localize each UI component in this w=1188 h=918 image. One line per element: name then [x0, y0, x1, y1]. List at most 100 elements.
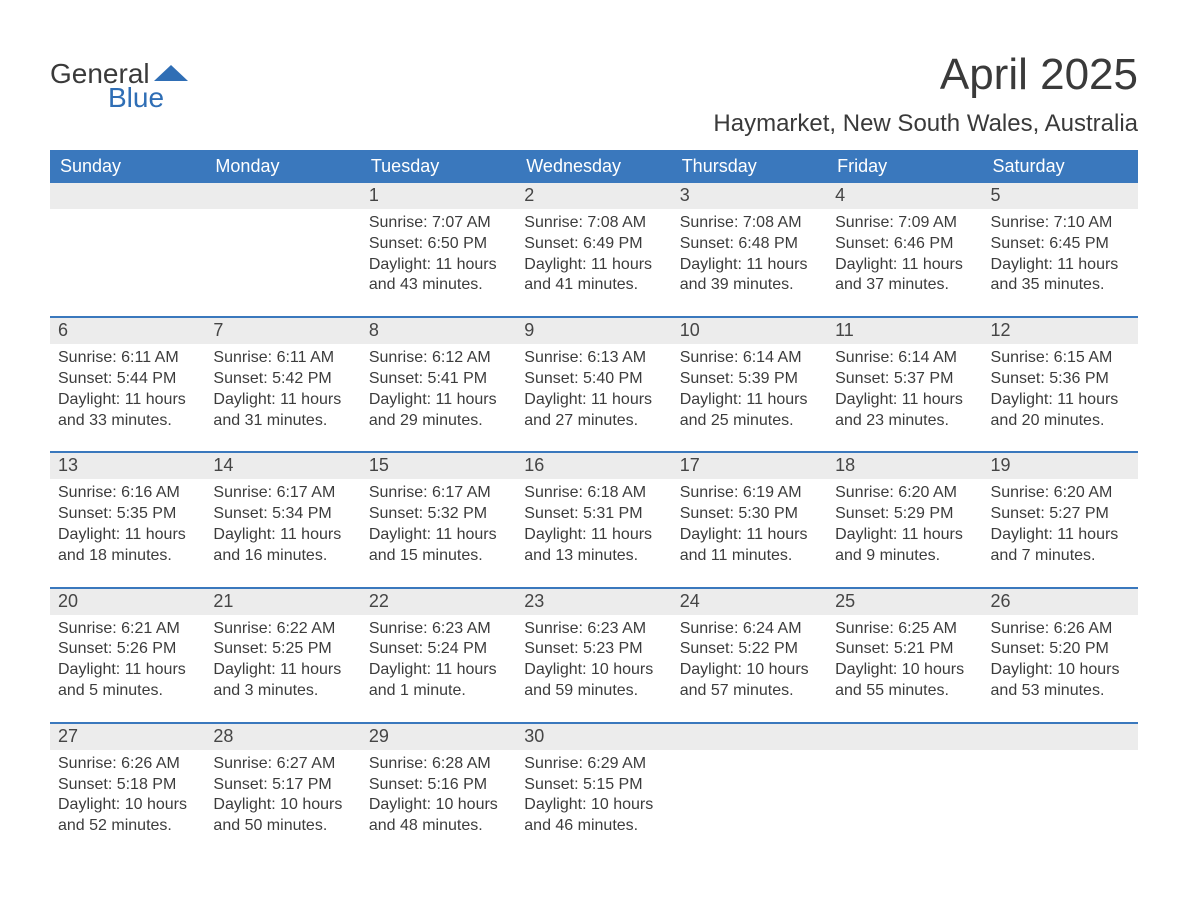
day-body: Sunrise: 7:10 AMSunset: 6:45 PMDaylight:… — [983, 209, 1138, 316]
sunset-text: Sunset: 5:37 PM — [835, 369, 974, 390]
daylight-text: Daylight: 10 hours and 53 minutes. — [991, 660, 1130, 702]
day-header: Wednesday — [516, 150, 671, 183]
sunrise-text: Sunrise: 6:24 AM — [680, 619, 819, 640]
day-cell: 30Sunrise: 6:29 AMSunset: 5:15 PMDayligh… — [516, 724, 671, 857]
day-cell — [672, 724, 827, 857]
day-cell: 22Sunrise: 6:23 AMSunset: 5:24 PMDayligh… — [361, 589, 516, 722]
daylight-text: Daylight: 11 hours and 18 minutes. — [58, 525, 197, 567]
daylight-text: Daylight: 11 hours and 7 minutes. — [991, 525, 1130, 567]
day-header-row: SundayMondayTuesdayWednesdayThursdayFrid… — [50, 150, 1138, 183]
sunset-text: Sunset: 5:41 PM — [369, 369, 508, 390]
daylight-text: Daylight: 10 hours and 55 minutes. — [835, 660, 974, 702]
day-number: 29 — [361, 724, 516, 750]
calendar: SundayMondayTuesdayWednesdayThursdayFrid… — [50, 150, 1138, 857]
sunset-text: Sunset: 5:25 PM — [213, 639, 352, 660]
daylight-text: Daylight: 11 hours and 15 minutes. — [369, 525, 508, 567]
day-number: 18 — [827, 453, 982, 479]
logo: General Blue — [50, 58, 188, 114]
day-cell — [827, 724, 982, 857]
day-cell: 25Sunrise: 6:25 AMSunset: 5:21 PMDayligh… — [827, 589, 982, 722]
day-body: Sunrise: 6:22 AMSunset: 5:25 PMDaylight:… — [205, 615, 360, 722]
day-number — [827, 724, 982, 750]
day-cell: 11Sunrise: 6:14 AMSunset: 5:37 PMDayligh… — [827, 318, 982, 451]
day-body: Sunrise: 6:27 AMSunset: 5:17 PMDaylight:… — [205, 750, 360, 857]
daylight-text: Daylight: 11 hours and 3 minutes. — [213, 660, 352, 702]
sunrise-text: Sunrise: 6:20 AM — [991, 483, 1130, 504]
title-block: April 2025 Haymarket, New South Wales, A… — [713, 50, 1138, 138]
day-body: Sunrise: 6:28 AMSunset: 5:16 PMDaylight:… — [361, 750, 516, 857]
daylight-text: Daylight: 11 hours and 29 minutes. — [369, 390, 508, 432]
day-number: 1 — [361, 183, 516, 209]
sunset-text: Sunset: 5:32 PM — [369, 504, 508, 525]
daylight-text: Daylight: 11 hours and 39 minutes. — [680, 255, 819, 297]
day-number: 6 — [50, 318, 205, 344]
day-cell: 29Sunrise: 6:28 AMSunset: 5:16 PMDayligh… — [361, 724, 516, 857]
day-body: Sunrise: 7:08 AMSunset: 6:48 PMDaylight:… — [672, 209, 827, 316]
day-header: Thursday — [672, 150, 827, 183]
day-cell: 28Sunrise: 6:27 AMSunset: 5:17 PMDayligh… — [205, 724, 360, 857]
day-cell: 5Sunrise: 7:10 AMSunset: 6:45 PMDaylight… — [983, 183, 1138, 316]
sunrise-text: Sunrise: 6:17 AM — [213, 483, 352, 504]
sunrise-text: Sunrise: 6:18 AM — [524, 483, 663, 504]
day-number: 8 — [361, 318, 516, 344]
daylight-text: Daylight: 10 hours and 46 minutes. — [524, 795, 663, 837]
logo-text-blue: Blue — [108, 82, 188, 114]
daylight-text: Daylight: 10 hours and 48 minutes. — [369, 795, 508, 837]
sunrise-text: Sunrise: 6:25 AM — [835, 619, 974, 640]
day-number: 26 — [983, 589, 1138, 615]
sunset-text: Sunset: 5:22 PM — [680, 639, 819, 660]
daylight-text: Daylight: 11 hours and 20 minutes. — [991, 390, 1130, 432]
day-body: Sunrise: 6:18 AMSunset: 5:31 PMDaylight:… — [516, 479, 671, 586]
day-cell: 10Sunrise: 6:14 AMSunset: 5:39 PMDayligh… — [672, 318, 827, 451]
day-body: Sunrise: 6:23 AMSunset: 5:24 PMDaylight:… — [361, 615, 516, 722]
daylight-text: Daylight: 10 hours and 52 minutes. — [58, 795, 197, 837]
sunset-text: Sunset: 6:49 PM — [524, 234, 663, 255]
day-body: Sunrise: 6:25 AMSunset: 5:21 PMDaylight:… — [827, 615, 982, 722]
day-body: Sunrise: 6:21 AMSunset: 5:26 PMDaylight:… — [50, 615, 205, 722]
day-number: 10 — [672, 318, 827, 344]
day-body: Sunrise: 6:11 AMSunset: 5:44 PMDaylight:… — [50, 344, 205, 451]
daylight-text: Daylight: 11 hours and 1 minute. — [369, 660, 508, 702]
sunrise-text: Sunrise: 7:10 AM — [991, 213, 1130, 234]
sunset-text: Sunset: 5:35 PM — [58, 504, 197, 525]
day-body — [983, 750, 1138, 850]
day-body: Sunrise: 6:11 AMSunset: 5:42 PMDaylight:… — [205, 344, 360, 451]
week-row: 1Sunrise: 7:07 AMSunset: 6:50 PMDaylight… — [50, 183, 1138, 316]
day-header: Tuesday — [361, 150, 516, 183]
day-number: 17 — [672, 453, 827, 479]
daylight-text: Daylight: 10 hours and 57 minutes. — [680, 660, 819, 702]
sunrise-text: Sunrise: 7:07 AM — [369, 213, 508, 234]
sunset-text: Sunset: 5:40 PM — [524, 369, 663, 390]
day-body: Sunrise: 7:08 AMSunset: 6:49 PMDaylight:… — [516, 209, 671, 316]
day-body: Sunrise: 6:13 AMSunset: 5:40 PMDaylight:… — [516, 344, 671, 451]
sunrise-text: Sunrise: 7:09 AM — [835, 213, 974, 234]
day-body: Sunrise: 7:09 AMSunset: 6:46 PMDaylight:… — [827, 209, 982, 316]
day-number: 11 — [827, 318, 982, 344]
day-body — [50, 209, 205, 309]
day-body — [827, 750, 982, 850]
sunset-text: Sunset: 5:30 PM — [680, 504, 819, 525]
day-cell: 14Sunrise: 6:17 AMSunset: 5:34 PMDayligh… — [205, 453, 360, 586]
sunrise-text: Sunrise: 6:26 AM — [991, 619, 1130, 640]
sunset-text: Sunset: 5:34 PM — [213, 504, 352, 525]
day-cell: 20Sunrise: 6:21 AMSunset: 5:26 PMDayligh… — [50, 589, 205, 722]
day-number: 7 — [205, 318, 360, 344]
day-cell: 1Sunrise: 7:07 AMSunset: 6:50 PMDaylight… — [361, 183, 516, 316]
day-body: Sunrise: 6:12 AMSunset: 5:41 PMDaylight:… — [361, 344, 516, 451]
sunset-text: Sunset: 5:23 PM — [524, 639, 663, 660]
sunset-text: Sunset: 6:48 PM — [680, 234, 819, 255]
day-cell: 9Sunrise: 6:13 AMSunset: 5:40 PMDaylight… — [516, 318, 671, 451]
day-number: 15 — [361, 453, 516, 479]
day-body: Sunrise: 6:26 AMSunset: 5:20 PMDaylight:… — [983, 615, 1138, 722]
sunrise-text: Sunrise: 6:23 AM — [369, 619, 508, 640]
sunrise-text: Sunrise: 7:08 AM — [524, 213, 663, 234]
sunrise-text: Sunrise: 6:21 AM — [58, 619, 197, 640]
day-body: Sunrise: 6:19 AMSunset: 5:30 PMDaylight:… — [672, 479, 827, 586]
day-number: 27 — [50, 724, 205, 750]
sunrise-text: Sunrise: 6:14 AM — [835, 348, 974, 369]
day-body: Sunrise: 6:16 AMSunset: 5:35 PMDaylight:… — [50, 479, 205, 586]
sunset-text: Sunset: 5:17 PM — [213, 775, 352, 796]
daylight-text: Daylight: 11 hours and 43 minutes. — [369, 255, 508, 297]
day-body: Sunrise: 6:20 AMSunset: 5:27 PMDaylight:… — [983, 479, 1138, 586]
day-cell — [50, 183, 205, 316]
